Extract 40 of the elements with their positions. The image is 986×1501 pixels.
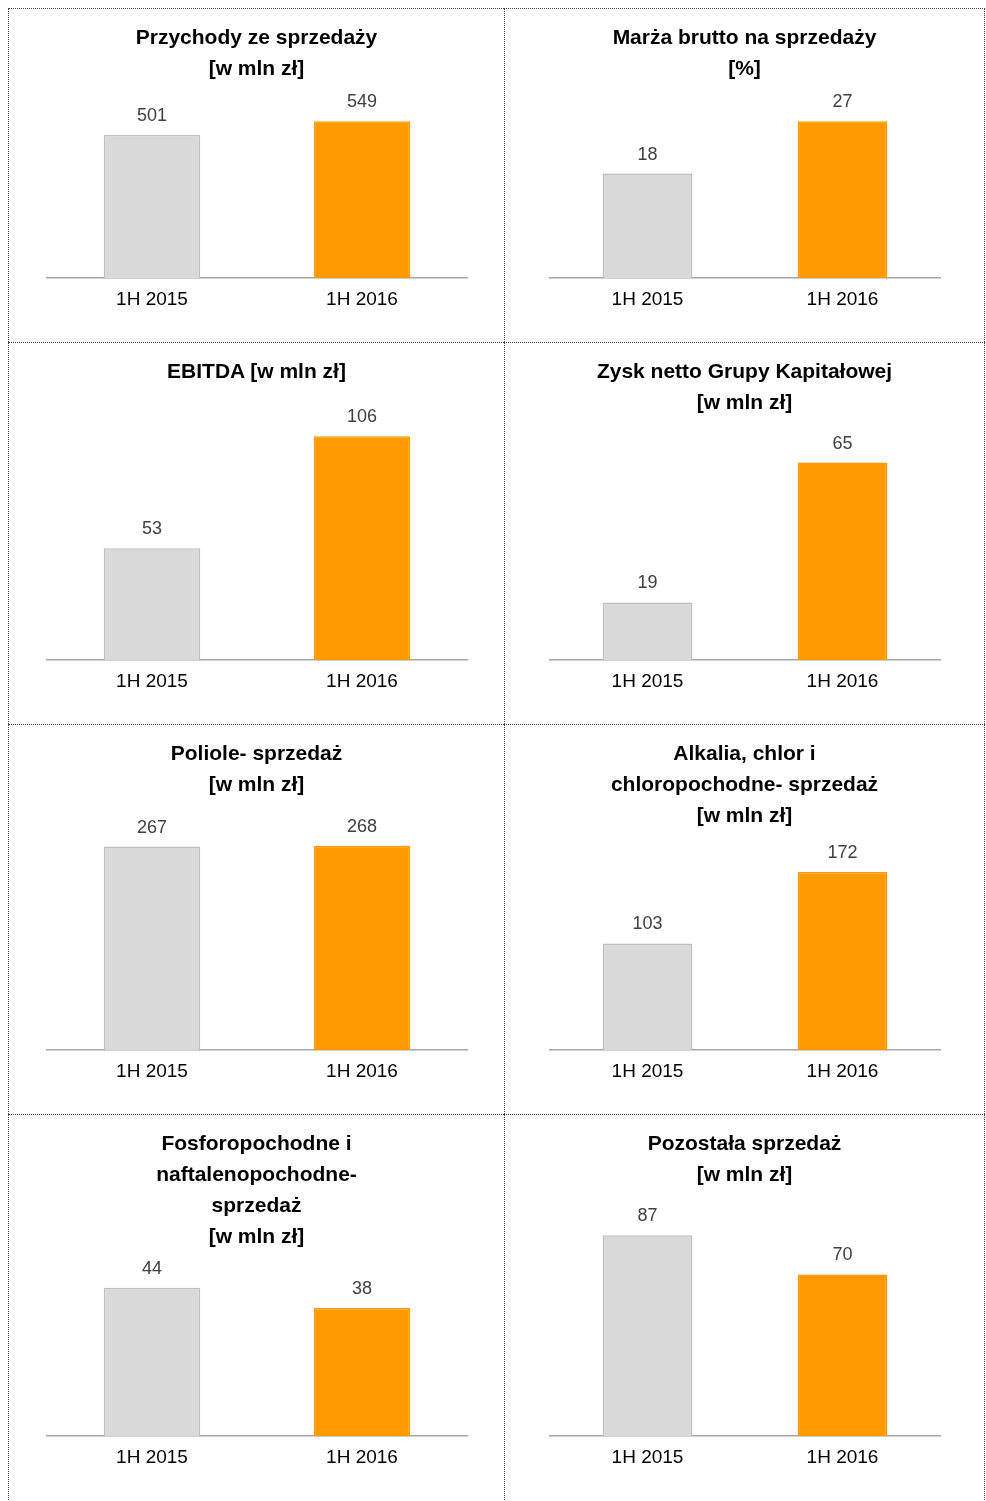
- data-label: 70: [831, 1244, 853, 1265]
- x-tick-label: 1H 2016: [806, 287, 878, 309]
- x-tick-label: 1H 2015: [611, 1059, 683, 1081]
- data-label: 19: [636, 572, 658, 593]
- x-tick-label: 1H 2015: [115, 1445, 188, 1467]
- x-tick-label: 1H 2015: [611, 669, 683, 691]
- chart-title: Przychody ze sprzedaży [w mln zł]: [135, 24, 378, 81]
- x-tick-label: 1H 2015: [611, 287, 683, 309]
- x-tick-label: 1H 2015: [115, 1059, 188, 1081]
- data-label: 267: [136, 816, 167, 837]
- chart-title: Poliole- sprzedaż [w mln zł]: [170, 740, 343, 797]
- data-label: 106: [346, 406, 377, 427]
- x-tick-label: 1H 2016: [325, 1059, 398, 1081]
- chart-title: Pozostała sprzedaż [w mln zł]: [647, 1130, 842, 1187]
- x-tick-label: 1H 2016: [325, 669, 398, 691]
- x-tick-label: 1H 2016: [806, 1445, 878, 1467]
- data-label: 65: [831, 432, 853, 453]
- x-tick-label: 1H 2015: [115, 287, 188, 309]
- data-label: 87: [636, 1205, 658, 1226]
- data-label: 53: [141, 518, 162, 539]
- chart-title: Fosforopochodne i naftalenopochodne- sprzedaż [w mln zł]: [156, 1130, 357, 1249]
- x-tick-label: 1H 2015: [115, 669, 188, 691]
- chart-title: Zysk netto Grupy Kapitałowej [w mln zł]: [596, 358, 893, 415]
- x-tick-label: 1H 2016: [325, 1445, 398, 1467]
- x-tick-label: 1H 2015: [611, 1445, 683, 1467]
- data-label: 44: [141, 1257, 162, 1278]
- x-tick-label: 1H 2016: [325, 287, 398, 309]
- data-label: 268: [346, 815, 377, 836]
- x-tick-label: 1H 2016: [806, 669, 878, 691]
- data-label: 549: [346, 91, 377, 112]
- data-label: 38: [351, 1277, 372, 1298]
- chart-title: Marża brutto na sprzedaży [%]: [612, 24, 877, 81]
- data-label: 18: [636, 143, 658, 164]
- data-label: 172: [826, 842, 858, 863]
- data-label: 103: [631, 913, 663, 934]
- chart-title: EBITDA [w mln zł]: [167, 358, 346, 384]
- data-label: 501: [136, 104, 167, 125]
- x-tick-label: 1H 2016: [806, 1059, 878, 1081]
- chart-title: Alkalia, chlor i chloropochodne- sprzedaż [w mln zł]: [610, 740, 879, 828]
- data-label: 27: [831, 91, 853, 112]
